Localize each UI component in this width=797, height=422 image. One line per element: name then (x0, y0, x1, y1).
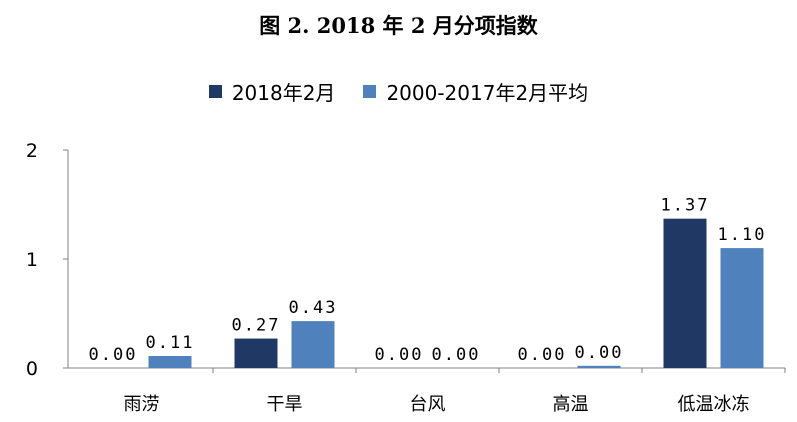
bar-series-1 (663, 218, 707, 368)
data-label-series-1: 0.00 (518, 345, 567, 365)
chart-title: 图 2. 2018 年 2 月分项指数 (259, 13, 538, 38)
bar-series-2 (577, 365, 621, 368)
legend-item-series-2: 2000-2017年2月平均 (363, 77, 588, 106)
bar-series-2 (291, 321, 335, 368)
data-label-series-1: 0.00 (89, 345, 138, 365)
legend-swatch-series-1 (208, 84, 222, 98)
data-label-series-1: 0.00 (375, 345, 424, 365)
bar-series-1 (234, 338, 278, 368)
data-label-series-2: 0.43 (289, 298, 338, 318)
legend-item-series-1: 2018年2月 (208, 77, 336, 106)
data-label-series-1: 0.27 (232, 316, 281, 336)
y-tick-label: 0 (26, 358, 38, 380)
legend-label-series-2: 2000-2017年2月平均 (386, 80, 589, 105)
legend: 2018年2月 2000-2017年2月平均 (0, 76, 797, 106)
data-label-series-2: 1.10 (718, 225, 767, 245)
data-label-series-2: 0.00 (432, 345, 481, 365)
x-category-label: 雨涝 (124, 394, 160, 415)
y-tick-label: 1 (26, 249, 38, 271)
x-category-label: 高温 (553, 394, 589, 415)
y-tick-label: 2 (26, 140, 38, 162)
data-label-series-1: 1.37 (661, 196, 710, 216)
x-category-label: 干旱 (267, 394, 303, 415)
x-category-label: 低温冰冻 (678, 394, 750, 415)
bar-series-2 (720, 248, 764, 368)
x-category-label: 台风 (410, 394, 446, 415)
data-label-series-2: 0.00 (575, 343, 624, 363)
legend-label-series-1: 2018年2月 (231, 80, 336, 105)
legend-swatch-series-2 (363, 84, 377, 98)
data-label-series-2: 0.11 (146, 333, 195, 353)
bar-series-2 (148, 356, 192, 368)
